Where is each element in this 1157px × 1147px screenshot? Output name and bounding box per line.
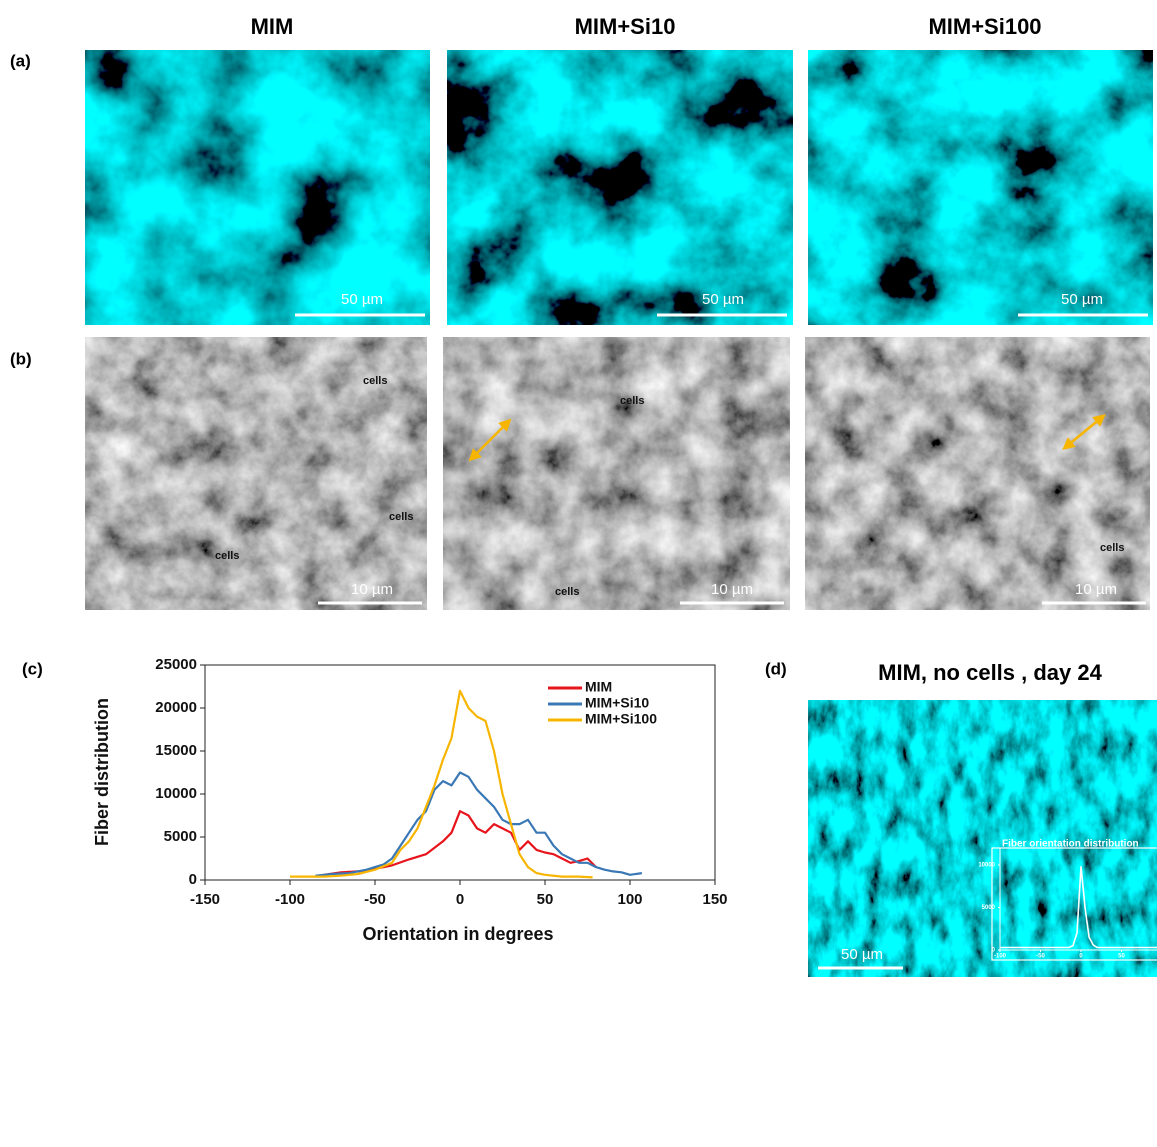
panel-title: MIM, no cells , day 24 xyxy=(878,660,1103,685)
x-tick-label: 0 xyxy=(456,891,464,908)
scale-bar-label: 50 µm xyxy=(841,946,883,963)
series-line xyxy=(323,810,597,876)
cells-label: cells xyxy=(215,550,239,562)
scale-bar-label: 50 µm xyxy=(341,291,383,308)
series-line xyxy=(1000,865,1157,949)
y-tick-label: 5000 xyxy=(164,828,197,845)
series-line xyxy=(315,771,643,877)
scale-bar-label: 10 µm xyxy=(711,581,753,598)
column-heading: MIM xyxy=(251,14,294,39)
cells-label: cells xyxy=(1100,542,1124,554)
panel-label: (b) xyxy=(10,349,32,368)
cells-label: cells xyxy=(555,586,579,598)
x-tick-label: 50 xyxy=(1118,954,1125,960)
x-tick-label: -100 xyxy=(994,954,1007,960)
fluorescence-image xyxy=(85,50,430,325)
cells-label: cells xyxy=(620,395,644,407)
y-tick-label: 10000 xyxy=(978,863,995,869)
scale-bar-label: 50 µm xyxy=(702,291,744,308)
panel-label: (d) xyxy=(765,659,787,678)
x-tick-label: 50 xyxy=(537,891,554,908)
panel-label: (c) xyxy=(22,659,43,678)
y-tick-label: 25000 xyxy=(155,656,197,673)
x-tick-label: -50 xyxy=(364,891,386,908)
fluorescence-image xyxy=(808,700,1157,977)
scale-bar-label: 10 µm xyxy=(351,581,393,598)
scale-bar-label: 10 µm xyxy=(1075,581,1117,598)
y-tick-label: 10000 xyxy=(155,785,197,802)
sem-image xyxy=(805,337,1150,610)
y-tick-label: 15000 xyxy=(155,742,197,759)
inset-chart: Fiber orientation distribution 0 5000 10000… xyxy=(978,839,1157,960)
x-tick-label: -100 xyxy=(275,891,305,908)
cells-label: cells xyxy=(389,511,413,523)
legend-label: MIM+Si100 xyxy=(585,711,657,727)
orientation-arrow xyxy=(468,418,512,462)
panel-label: (a) xyxy=(10,51,31,70)
line-chart: Fiber distribution Orientation in degree… xyxy=(92,656,728,944)
x-tick-label: -50 xyxy=(1036,954,1045,960)
y-axis-title: Fiber distribution xyxy=(92,698,112,846)
y-tick-label: 0 xyxy=(992,948,996,954)
cells-label: cells xyxy=(363,375,387,387)
fluorescence-image xyxy=(447,50,793,325)
panel-d: Fiber orientation distribution 0 5000 10000… xyxy=(808,700,1157,977)
legend-label: MIM+Si10 xyxy=(585,695,649,711)
series-line xyxy=(290,689,593,879)
inset-frame xyxy=(991,847,1157,961)
column-heading: MIM+Si10 xyxy=(575,14,676,39)
orientation-arrow xyxy=(1062,414,1106,450)
inset-title: Fiber orientation distribution xyxy=(1002,839,1139,850)
legend-label: MIM xyxy=(585,679,612,695)
column-heading: MIM+Si100 xyxy=(928,14,1041,39)
sem-image xyxy=(85,337,427,610)
x-tick-label: 150 xyxy=(702,891,727,908)
fluorescence-image xyxy=(808,50,1153,325)
x-tick-label: 0 xyxy=(1079,954,1083,960)
sem-image xyxy=(443,337,790,610)
y-tick-label: 20000 xyxy=(155,699,197,716)
x-tick-label: -150 xyxy=(190,891,220,908)
x-axis-title: Orientation in degrees xyxy=(362,924,553,944)
y-tick-label: 0 xyxy=(189,871,197,888)
scale-bar-label: 50 µm xyxy=(1061,291,1103,308)
x-tick-label: 100 xyxy=(617,891,642,908)
y-tick-label: 5000 xyxy=(982,905,996,911)
